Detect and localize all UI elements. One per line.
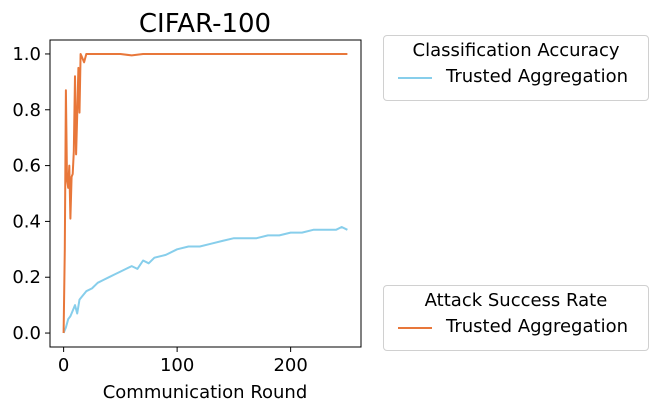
y-tick-label: 0.8 <box>12 100 41 121</box>
x-tick-label: 100 <box>160 355 194 376</box>
legend-title: Attack Success Rate <box>424 290 608 311</box>
y-tick-label: 1.0 <box>12 44 41 65</box>
series-line-classification-accuracy <box>62 226 348 334</box>
chart-title: CIFAR-100 <box>139 9 271 39</box>
x-axis-label: Communication Round <box>103 382 308 403</box>
x-tick-label: 200 <box>273 355 307 376</box>
x-tick-label: 0 <box>58 355 69 376</box>
legend-classification-accuracy: Classification Accuracy Trusted Aggregat… <box>383 35 649 101</box>
y-tick-label: 0.2 <box>12 267 41 288</box>
y-tick-label: 0.0 <box>12 323 41 344</box>
legend-title: Classification Accuracy <box>412 40 620 61</box>
legend-swatch <box>398 77 432 79</box>
plot-area: 0 100 200 0.0 0.2 0.4 0.6 0.8 1.0 <box>12 39 362 376</box>
legend-swatch <box>398 327 432 329</box>
legend-entry-label: Trusted Aggregation <box>446 66 628 87</box>
legend-attack-success-rate: Attack Success Rate Trusted Aggregation <box>383 285 649 351</box>
axes-frame <box>49 39 362 348</box>
y-tick-label: 0.4 <box>12 211 41 232</box>
y-tick-label: 0.6 <box>12 156 41 177</box>
legend-entry-label: Trusted Aggregation <box>446 316 628 337</box>
series-line-attack-success-rate <box>62 53 348 334</box>
